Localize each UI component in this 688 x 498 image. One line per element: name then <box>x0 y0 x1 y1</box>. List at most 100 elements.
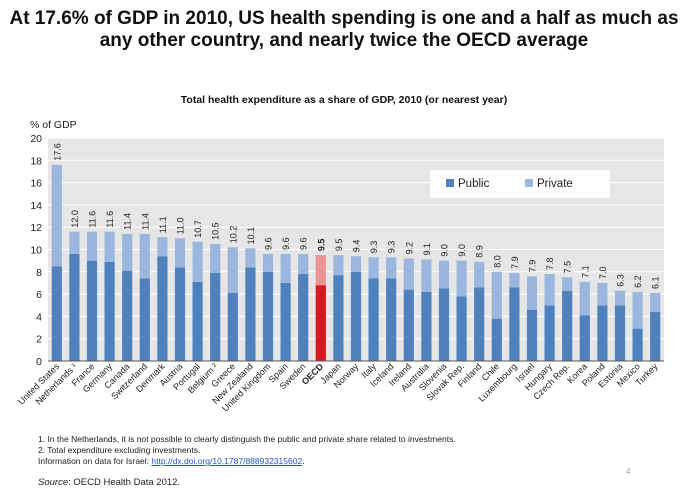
y-tick-label: 10 <box>30 245 42 257</box>
bar-private <box>315 255 326 286</box>
bar-public <box>333 275 344 361</box>
data-label: 9.5 <box>334 239 344 252</box>
bar-private <box>157 237 168 257</box>
y-tick-label: 6 <box>36 289 42 301</box>
bar-private <box>403 258 414 290</box>
bar-public <box>245 267 256 361</box>
bar-public <box>456 296 467 361</box>
bar-public <box>104 261 115 361</box>
bar-public <box>51 266 62 361</box>
data-label: 9.3 <box>369 241 379 254</box>
bar-public <box>650 311 661 361</box>
page-number: 4 <box>626 467 631 476</box>
bar-public <box>174 267 186 361</box>
data-label: 12.0 <box>70 210 80 228</box>
y-tick-label: 18 <box>30 155 42 167</box>
bar-public <box>350 271 362 361</box>
bar-private <box>280 253 291 283</box>
data-label: 7.9 <box>528 260 538 273</box>
chart-subtitle: Total health expenditure as a share of G… <box>180 94 508 106</box>
data-label: 11.6 <box>88 211 98 228</box>
data-label: 11.4 <box>123 213 133 230</box>
bar-private <box>562 277 573 291</box>
bar-private <box>227 247 238 293</box>
bar-public <box>298 274 309 361</box>
bar-public <box>386 278 397 361</box>
data-label: 11.4 <box>140 213 150 230</box>
israel-data-link[interactable]: http://dx.doi.org/10.1787/888932315602 <box>151 456 303 466</box>
bar-public <box>157 256 168 361</box>
data-label: 9.1 <box>422 243 432 256</box>
bar-private <box>491 271 502 319</box>
data-label: 9.3 <box>387 241 397 254</box>
bar-private <box>579 281 590 316</box>
bar-public <box>122 270 133 361</box>
bar-private <box>262 253 274 272</box>
bar-private <box>526 276 538 310</box>
data-label: 9.6 <box>281 237 291 250</box>
data-label: 7.8 <box>545 258 555 271</box>
bar-public <box>227 292 238 361</box>
data-label: 8.0 <box>492 255 502 268</box>
data-label: 9.0 <box>440 244 450 257</box>
data-label: 7.9 <box>510 256 520 269</box>
legend-box <box>430 170 610 198</box>
bar-public <box>438 288 450 361</box>
bar-public <box>562 290 573 361</box>
bar-private <box>650 292 661 312</box>
bar-public <box>632 328 643 361</box>
y-axis-label: % of GDP <box>30 119 77 131</box>
bar-private <box>174 238 186 268</box>
data-label: 8.9 <box>475 245 485 258</box>
bar-private <box>456 260 467 297</box>
bar-private <box>69 231 80 254</box>
bar-private <box>333 255 344 276</box>
bar-private <box>192 241 203 282</box>
bar-public <box>614 305 626 361</box>
bar-private <box>544 274 555 306</box>
y-tick-label: 0 <box>36 356 42 368</box>
data-label: 7.0 <box>598 266 608 279</box>
bar-private <box>509 272 520 288</box>
bar-private <box>632 291 643 329</box>
bar-public <box>597 305 608 361</box>
data-label: 11.0 <box>176 217 186 234</box>
y-tick-label: 20 <box>30 133 42 145</box>
bar-private <box>597 282 608 306</box>
bar-public <box>262 271 274 361</box>
y-tick-label: 12 <box>30 222 42 234</box>
bar-private <box>386 257 397 279</box>
legend-swatch-private <box>525 179 533 187</box>
data-label: 6.1 <box>651 276 661 289</box>
y-tick-label: 8 <box>36 267 42 279</box>
bar-public <box>403 289 414 361</box>
data-label: 9.6 <box>299 237 309 250</box>
source-text: : OECD Health Data 2012. <box>68 477 181 488</box>
data-label: 9.6 <box>264 237 274 250</box>
data-label: 7.5 <box>563 261 573 274</box>
data-label: 10.2 <box>228 226 238 244</box>
data-label: 10.1 <box>246 227 256 245</box>
data-label: 9.2 <box>404 242 414 255</box>
bar-public <box>491 318 502 361</box>
data-label: 7.1 <box>580 265 590 278</box>
legend-swatch-public <box>446 179 454 187</box>
bar-public <box>544 305 555 361</box>
y-tick-label: 14 <box>30 200 42 212</box>
footnotes: 1. In the Netherlands, it is not possibl… <box>38 434 456 467</box>
data-label: 6.3 <box>616 274 626 287</box>
bar-private <box>210 243 221 273</box>
y-tick-label: 4 <box>36 311 42 323</box>
chart-title: At 17.6% of GDP in 2010, US health spend… <box>9 8 679 51</box>
bar-private <box>122 233 133 271</box>
bar-public <box>192 281 203 361</box>
bar-public <box>280 282 291 361</box>
bar-public <box>474 287 485 361</box>
bar-private <box>245 248 256 268</box>
footnote-netherlands: 1. In the Netherlands, it is not possibl… <box>38 434 456 444</box>
bar-public <box>579 315 590 361</box>
bar-public <box>210 272 221 361</box>
israel-note-text: Information on data for Israel: <box>38 456 152 466</box>
legend-label-private: Private <box>537 178 573 190</box>
